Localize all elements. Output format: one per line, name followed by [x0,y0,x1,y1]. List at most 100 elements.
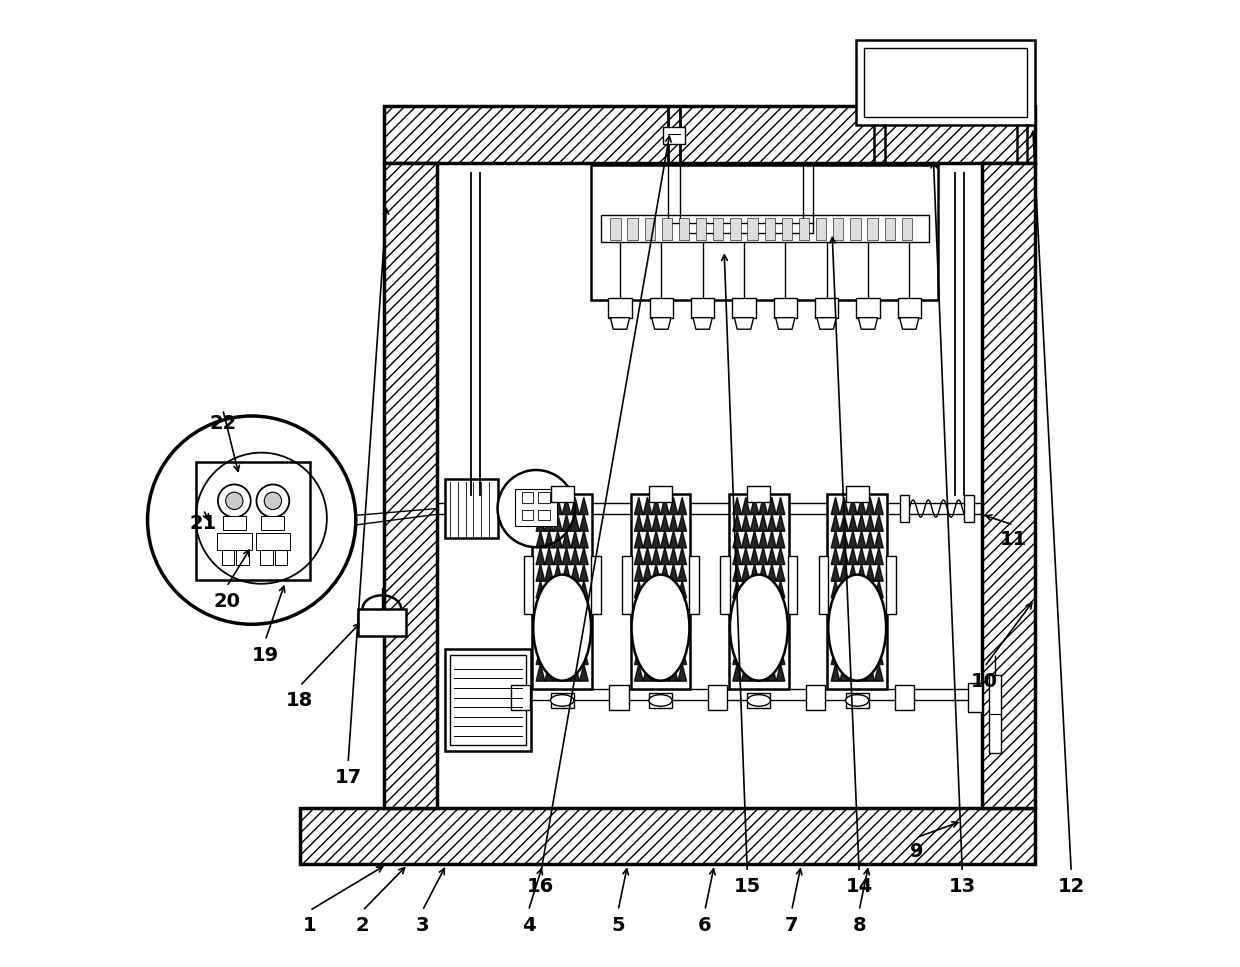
Bar [609,299,631,317]
Polygon shape [536,531,544,548]
Bar [864,47,1027,117]
Polygon shape [750,580,759,598]
Polygon shape [570,614,579,631]
Polygon shape [750,531,759,548]
Polygon shape [562,647,570,664]
Polygon shape [874,647,883,664]
Polygon shape [831,580,839,598]
Bar [968,683,982,712]
Polygon shape [831,598,839,615]
Polygon shape [678,663,687,681]
Ellipse shape [533,574,591,681]
Polygon shape [544,630,553,648]
Polygon shape [768,497,776,514]
Polygon shape [678,564,687,581]
Polygon shape [857,598,866,615]
Polygon shape [678,513,687,531]
Bar [990,675,1001,752]
Polygon shape [644,598,652,615]
Polygon shape [866,647,874,664]
Ellipse shape [649,694,672,706]
Text: 20: 20 [213,592,241,610]
Bar [591,556,600,614]
Polygon shape [848,598,857,615]
Polygon shape [536,580,544,598]
Polygon shape [759,531,768,548]
Bar [901,219,913,240]
Polygon shape [866,630,874,648]
Polygon shape [670,513,678,531]
Bar [868,219,878,240]
Polygon shape [857,531,866,548]
Polygon shape [742,564,750,581]
Polygon shape [553,598,562,615]
Polygon shape [652,630,661,648]
Ellipse shape [846,694,869,706]
Polygon shape [678,497,687,514]
Text: 14: 14 [846,877,873,896]
Polygon shape [652,614,661,631]
Bar [222,550,234,566]
Polygon shape [678,614,687,631]
Bar [833,219,843,240]
Polygon shape [553,647,562,664]
Polygon shape [562,580,570,598]
Bar [515,489,557,526]
Polygon shape [693,317,712,329]
Polygon shape [579,564,588,581]
Polygon shape [544,564,553,581]
Polygon shape [670,647,678,664]
Bar [846,486,869,502]
Bar [260,550,273,566]
Polygon shape [536,497,544,514]
Polygon shape [874,513,883,531]
Bar [887,556,895,614]
Polygon shape [570,630,579,648]
Polygon shape [839,663,848,681]
Polygon shape [652,547,661,565]
Polygon shape [644,580,652,598]
Polygon shape [839,598,848,615]
Ellipse shape [828,574,887,681]
Bar [696,219,707,240]
Bar [730,219,740,240]
Text: 5: 5 [611,916,625,935]
Bar [551,486,574,502]
Polygon shape [635,513,644,531]
Bar [748,219,758,240]
Bar [662,219,672,240]
Polygon shape [562,598,570,615]
Polygon shape [839,614,848,631]
Polygon shape [635,663,644,681]
Polygon shape [874,614,883,631]
Polygon shape [874,547,883,565]
Polygon shape [768,598,776,615]
Polygon shape [652,663,661,681]
Polygon shape [644,564,652,581]
Polygon shape [670,630,678,648]
Polygon shape [644,531,652,548]
Polygon shape [661,531,670,548]
Bar [857,40,1034,125]
Polygon shape [839,497,848,514]
Text: 22: 22 [210,414,237,433]
Polygon shape [768,614,776,631]
Bar [511,685,531,710]
Text: 18: 18 [286,691,314,710]
Polygon shape [670,547,678,565]
Text: 7: 7 [785,916,799,935]
Bar [649,486,672,502]
Polygon shape [652,647,661,664]
Polygon shape [661,564,670,581]
Polygon shape [635,630,644,648]
Polygon shape [661,630,670,648]
Bar [649,692,672,708]
Polygon shape [661,614,670,631]
Text: 16: 16 [527,877,554,896]
Polygon shape [570,647,579,664]
Polygon shape [661,598,670,615]
Polygon shape [733,663,742,681]
Polygon shape [661,497,670,514]
Polygon shape [874,564,883,581]
Polygon shape [553,580,562,598]
